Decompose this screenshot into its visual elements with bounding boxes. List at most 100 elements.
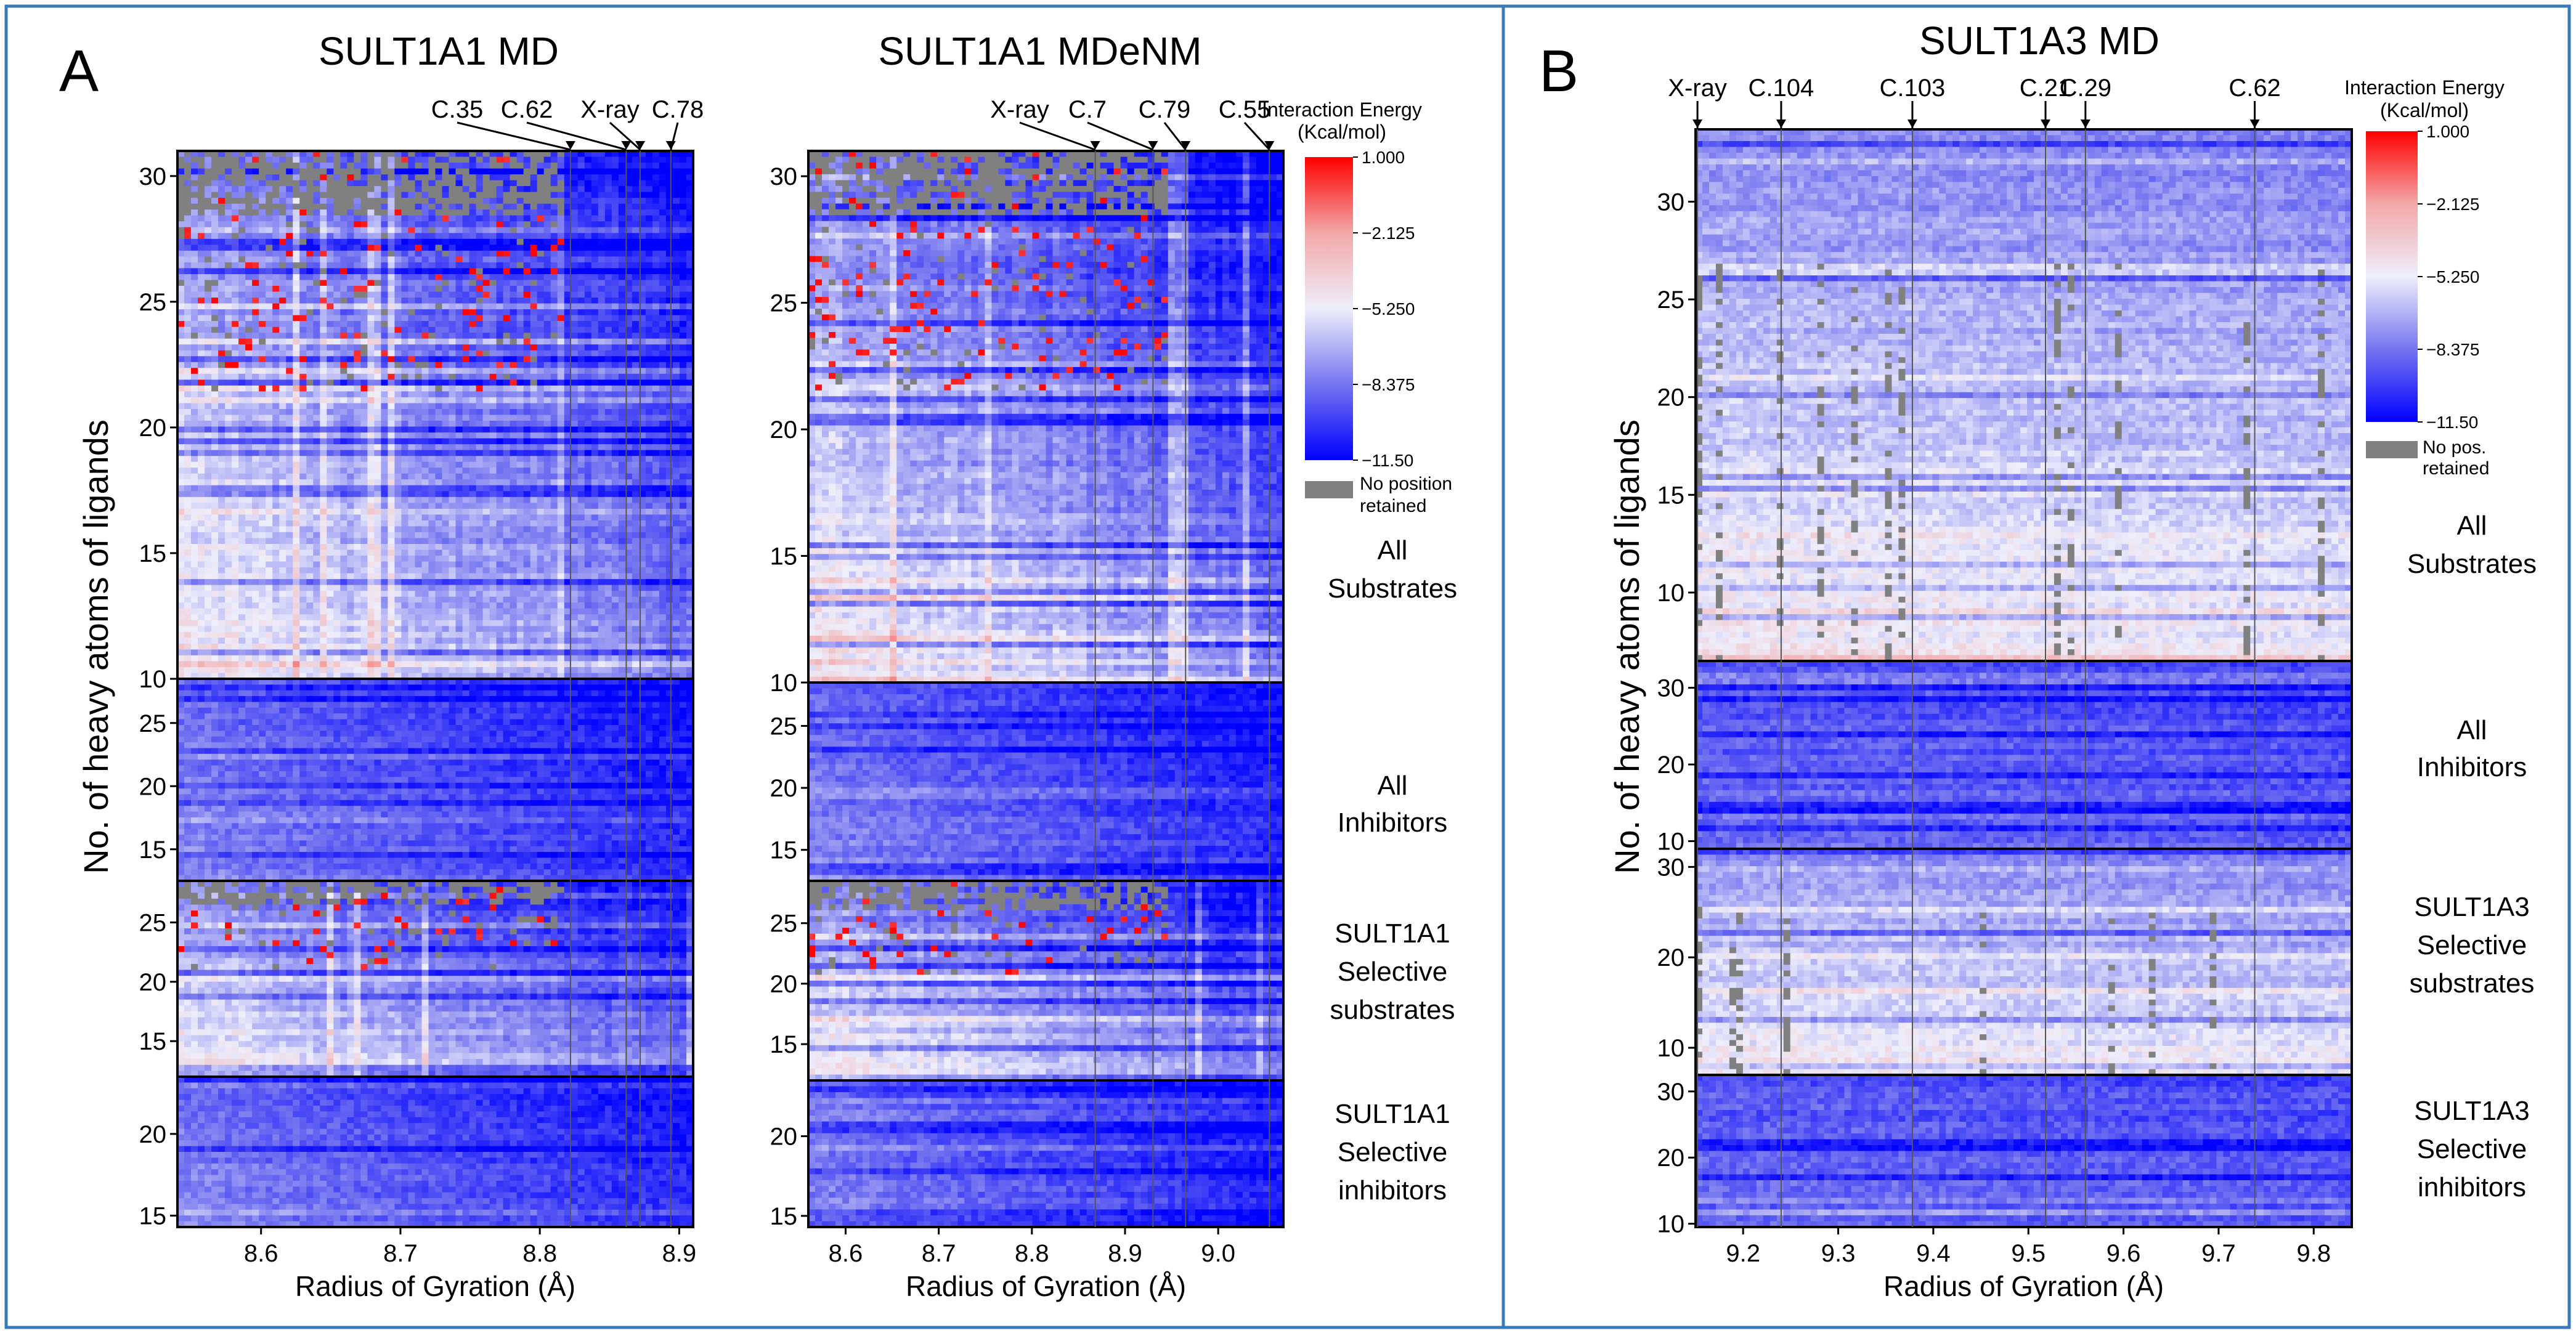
heatmap-cell [489, 368, 497, 375]
heatmap-cell [252, 186, 259, 193]
heatmap-cell [191, 326, 198, 333]
heatmap-cell [347, 362, 354, 368]
heatmap-cell [638, 368, 646, 375]
heatmap-cell [394, 326, 402, 333]
heatmap-cell [184, 444, 192, 451]
heatmap-cell [252, 350, 259, 357]
heatmap-cell [510, 286, 518, 293]
heatmap-cell [435, 221, 443, 228]
heatmap-cell [557, 514, 565, 521]
heatmap-cell [442, 461, 450, 468]
heatmap-cell [659, 403, 667, 410]
heatmap-cell [306, 385, 314, 392]
heatmap-cell [184, 227, 192, 233]
heatmap-cell [543, 368, 551, 375]
heatmap-cell [577, 426, 585, 433]
heatmap-cell [340, 496, 347, 503]
heatmap-cell [374, 245, 381, 251]
heatmap-cell [218, 496, 226, 503]
heatmap-cell [259, 385, 266, 392]
heatmap-cell [245, 344, 253, 351]
heatmap-cell [564, 409, 572, 416]
heatmap-cell [537, 168, 545, 175]
heatmap-cell [476, 274, 484, 281]
heatmap-cell [638, 203, 646, 210]
heatmap-cell [347, 409, 354, 416]
heatmap-cell [225, 350, 232, 357]
heatmap-cell [320, 362, 327, 368]
heatmap-cell [564, 373, 572, 380]
heatmap-cell [469, 221, 477, 228]
heatmap-cell [299, 444, 307, 451]
heatmap-cell [232, 391, 239, 398]
heatmap-cell [632, 496, 640, 503]
heatmap-cell [523, 309, 531, 316]
heatmap-cell [177, 198, 185, 205]
heatmap-cell [571, 315, 579, 322]
heatmap-cell [638, 503, 646, 509]
heatmap-cell [462, 373, 470, 380]
heatmap-cell [360, 233, 368, 240]
heatmap-cell [442, 456, 450, 463]
heatmap-cell [618, 444, 626, 451]
heatmap-cell [333, 450, 341, 456]
heatmap-cell [455, 461, 463, 468]
heatmap-cell [408, 315, 415, 322]
heatmap-cell [557, 180, 565, 187]
heatmap-cell [469, 245, 477, 251]
heatmap-cell [184, 426, 192, 433]
heatmap-cell [381, 421, 388, 427]
heatmap-cell [435, 233, 443, 240]
heatmap-cell [680, 350, 687, 357]
heatmap-cell [591, 280, 599, 286]
heatmap-cell [523, 450, 531, 456]
heatmap-cell [306, 168, 314, 175]
heatmap-cell [313, 421, 320, 427]
heatmap-cell [516, 333, 524, 339]
heatmap-cell [550, 338, 558, 345]
heatmap-cell [218, 174, 226, 181]
heatmap-cell [340, 180, 347, 187]
heatmap-cell [476, 298, 484, 304]
heatmap-cell [266, 180, 273, 187]
heatmap-cell [232, 333, 239, 339]
heatmap-cell [333, 298, 341, 304]
heatmap-cell [496, 303, 504, 310]
heatmap-cell [374, 485, 381, 492]
heatmap-cell [530, 233, 538, 240]
heatmap-cell [686, 227, 694, 233]
heatmap-cell [604, 468, 612, 474]
heatmap-cell [550, 227, 558, 233]
heatmap-cell [652, 209, 660, 216]
heatmap-cell [598, 403, 606, 410]
heatmap-cell [503, 321, 511, 328]
heatmap-cell [367, 262, 375, 269]
heatmap-cell [381, 485, 388, 492]
heatmap-cell [604, 456, 612, 463]
heatmap-cell [476, 350, 484, 357]
heatmap-cell [584, 227, 592, 233]
heatmap-cell [279, 415, 286, 421]
heatmap-cell [184, 338, 192, 345]
heatmap-cell [449, 491, 457, 498]
heatmap-cell [415, 168, 423, 175]
heatmap-cell [577, 209, 585, 216]
heatmap-cell [232, 338, 239, 345]
heatmap-cell [252, 508, 259, 515]
heatmap-cell [543, 215, 551, 222]
heatmap-cell [360, 461, 368, 468]
heatmap-cell [604, 186, 612, 193]
heatmap-cell [333, 256, 341, 263]
heatmap-cell [252, 421, 259, 427]
heatmap-cell [455, 444, 463, 451]
heatmap-cell [211, 338, 219, 345]
heatmap-cell [625, 514, 633, 521]
heatmap-cell [686, 174, 694, 181]
heatmap-cell [388, 291, 395, 298]
heatmap-cell [381, 432, 388, 439]
heatmap-cell [557, 286, 565, 293]
heatmap-cell [218, 415, 226, 421]
heatmap-cell [306, 256, 314, 263]
heatmap-cell [659, 444, 667, 451]
heatmap-cell [177, 156, 185, 163]
